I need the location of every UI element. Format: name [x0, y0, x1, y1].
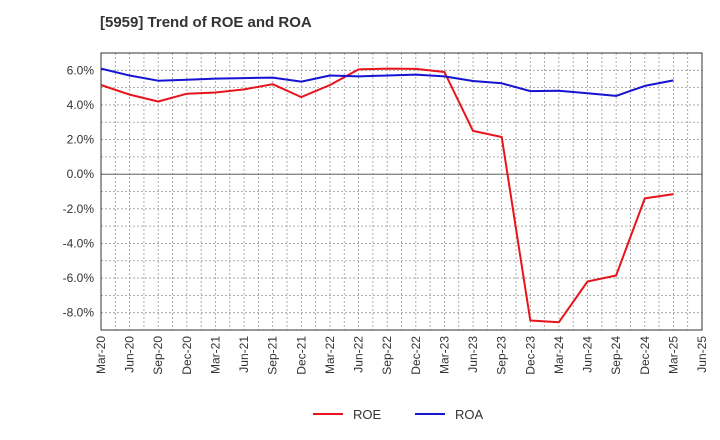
- y-tick-label: 4.0%: [67, 98, 95, 112]
- x-tick-label: Mar-25: [666, 336, 680, 374]
- x-tick-label: Jun-23: [466, 336, 480, 373]
- y-tick-label: -8.0%: [63, 306, 95, 320]
- x-tick-label: Jun-22: [352, 336, 366, 373]
- plot-border: [100, 52, 703, 331]
- x-tick-label: Jun-24: [581, 336, 595, 373]
- legend-label-roa: ROA: [455, 407, 484, 422]
- series-line-roa: [100, 67, 674, 97]
- chart-title: [5959] Trend of ROE and ROA: [100, 14, 312, 31]
- x-tick-label: Dec-23: [523, 336, 537, 375]
- x-tick-label: Mar-24: [552, 336, 566, 374]
- x-tick-label: Mar-22: [323, 336, 337, 374]
- x-tick-label: Jun-21: [237, 336, 251, 373]
- y-tick-label: 2.0%: [67, 133, 95, 147]
- x-tick-label: Sep-24: [609, 336, 623, 375]
- y-tick-label: 0.0%: [67, 167, 95, 181]
- y-tick-label: 6.0%: [67, 63, 95, 77]
- x-tick-label: Dec-22: [409, 336, 423, 375]
- x-tick-label: Sep-22: [380, 336, 394, 375]
- x-tick-label: Dec-24: [638, 336, 652, 375]
- x-tick-label: Jun-20: [123, 336, 137, 373]
- x-tick-label: Mar-23: [437, 336, 451, 374]
- x-tick-label: Dec-20: [180, 336, 194, 375]
- x-tick-label: Mar-21: [208, 336, 222, 374]
- x-tick-label: Sep-21: [266, 336, 280, 375]
- legend-label-roe: ROE: [353, 407, 382, 422]
- x-tick-label: Sep-23: [495, 336, 509, 375]
- x-tick-label: Dec-21: [294, 336, 308, 375]
- y-tick-label: -6.0%: [63, 271, 95, 285]
- y-tick-label: -4.0%: [63, 236, 95, 250]
- x-tick-label: Sep-20: [151, 336, 165, 375]
- series-line-roe: [100, 67, 674, 324]
- y-tick-label: -2.0%: [63, 202, 95, 216]
- x-tick-label: Mar-20: [94, 336, 108, 374]
- x-tick-label: Jun-25: [695, 336, 709, 373]
